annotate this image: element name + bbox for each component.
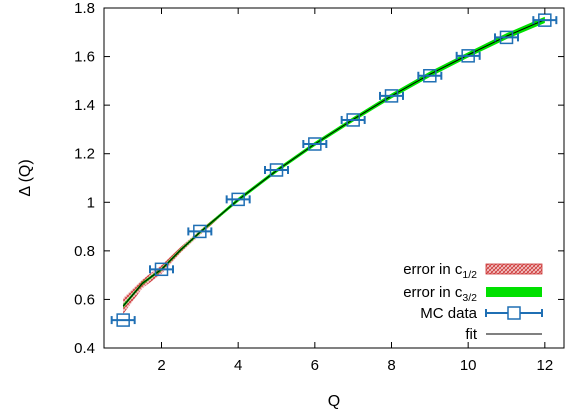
square-marker [154,262,169,277]
fit-lines [122,19,546,307]
square-marker [499,30,514,45]
legend-label: error in c1/2 [403,261,477,281]
x-axis-label: Q [328,393,340,410]
square-marker [308,137,322,151]
mc-data-point [417,69,443,83]
x-tick-label: 8 [387,357,395,374]
legend-label-subscript: 1/2 [462,269,477,281]
y-tick-label: 0.4 [74,340,95,357]
x-tick-label: 6 [311,357,319,374]
plot-frame [103,7,565,349]
y-tick-label: 1.2 [74,146,95,163]
x-tick-label: 12 [536,357,553,374]
legend-label-main: error in c [403,261,463,278]
y-tick-label: 1 [87,194,95,211]
fit-line [122,19,546,307]
x-axis-ticks: 2 4 6 8 10 12 [157,8,553,374]
y-tick-label: 1.4 [74,97,95,114]
mc-data-point [110,313,136,327]
legend-label: error in c3/2 [403,284,477,304]
square-marker [346,113,360,127]
legend-label-main: MC data [420,305,477,322]
legend-label-subscript: 3/2 [462,292,477,304]
mc-data-point [455,49,481,63]
x-tick-label: 2 [157,357,165,374]
x-tick-label: 10 [460,357,477,374]
mc-data-point [187,224,213,239]
y-tick-label: 1.6 [74,49,95,66]
square-marker [231,192,245,207]
legend-label: fit [465,326,478,343]
y-tick-label: 0.8 [74,243,95,260]
y-tick-label: 1.8 [74,0,95,17]
mc-data-point [302,137,328,151]
legend-swatch-marker [507,306,521,320]
legend-label: MC data [420,305,477,322]
x-tick-label: 4 [234,357,242,374]
mc-data-point [264,163,289,177]
mc-data-point [494,30,519,45]
legend-swatch [486,287,542,297]
legend-label-main: error in c [403,284,463,301]
legend-label-main: fit [465,326,478,343]
mc-data-point [225,192,251,207]
square-marker [269,163,284,177]
y-axis-ticks: 0.4 0.6 0.8 1 1.2 1.4 1.6 1.8 [74,0,564,357]
square-marker [193,224,207,239]
square-marker [116,313,130,327]
square-marker [461,49,475,63]
square-marker [538,13,552,27]
mc-data-point [149,262,174,277]
square-marker [423,69,437,83]
mc-data-point [340,113,366,127]
band-3-2 [123,16,545,308]
legend-swatch [485,263,543,275]
data-points [110,13,558,327]
y-axis-label: Δ (Q) [17,159,34,196]
error-bands [123,16,545,314]
mc-data-point [532,13,558,27]
y-tick-label: 0.6 [74,291,95,308]
mc-data-point [379,89,404,103]
square-marker [384,89,399,103]
band-1-2 [123,18,545,314]
